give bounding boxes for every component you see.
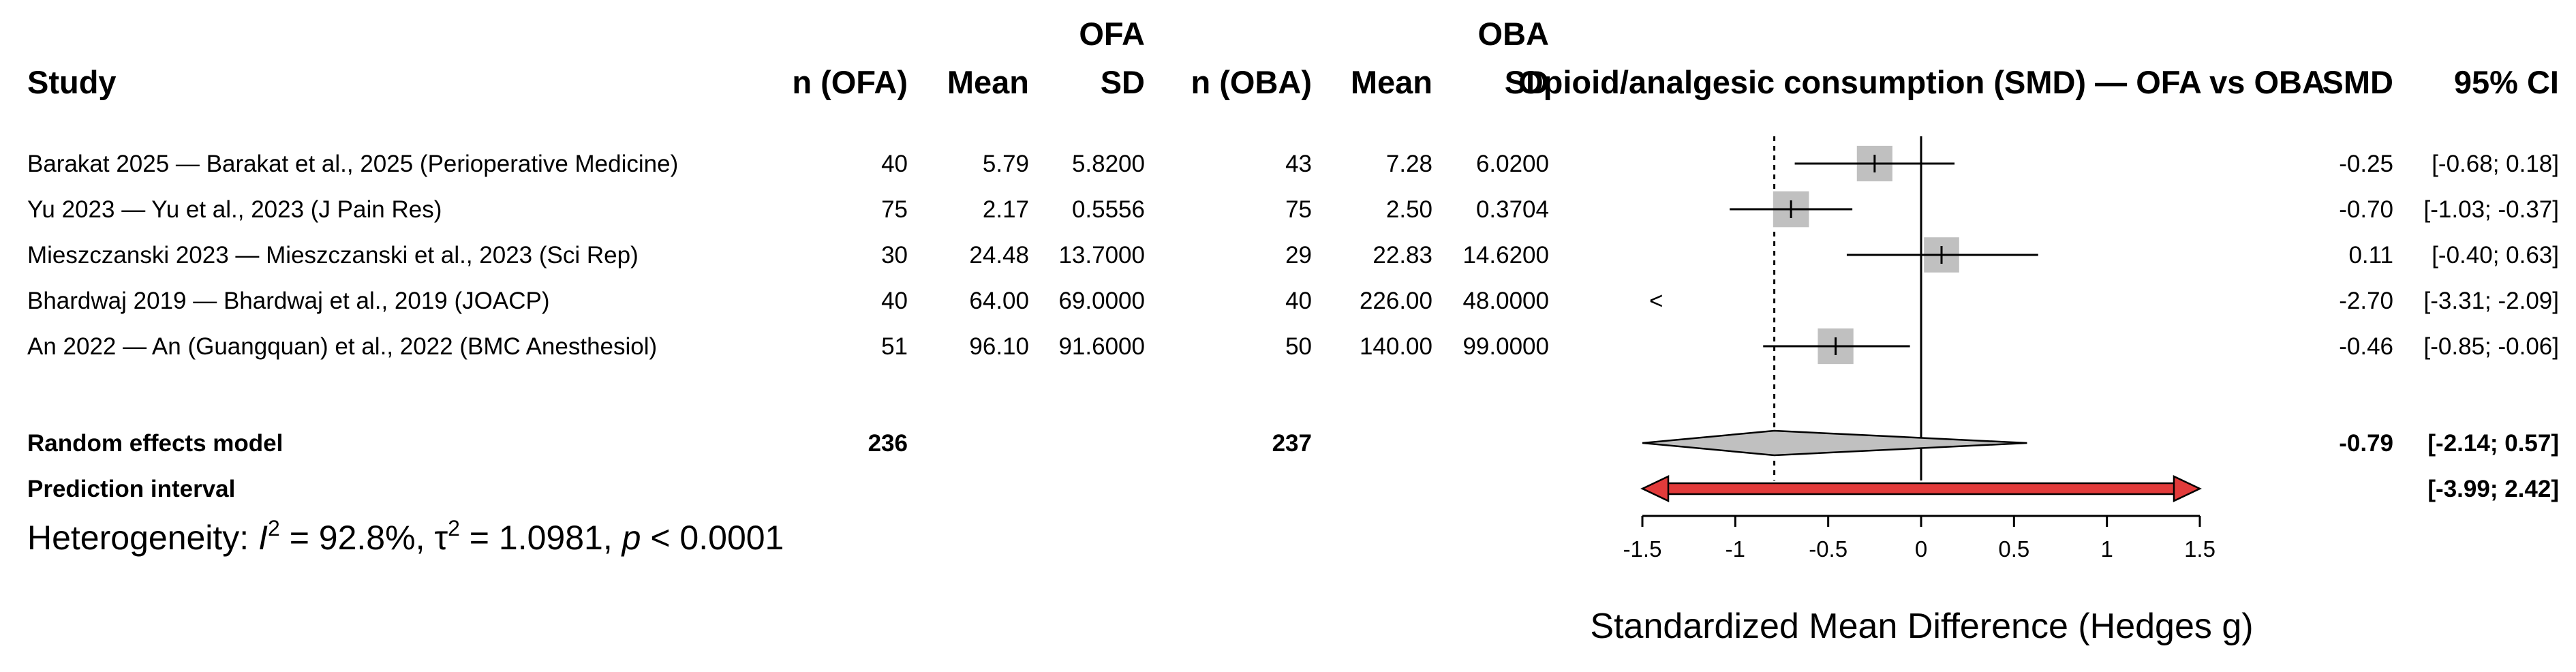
header-n-ofa: n (OFA) xyxy=(792,64,908,100)
forest-plot-area: < -1.5 -1 -0.5 0 0.5 1 1.5 xyxy=(1623,136,2215,562)
study-label: Yu 2023 — Yu et al., 2023 (J Pain Res) xyxy=(27,196,442,223)
study-n-ofa: 51 xyxy=(881,333,908,360)
study-sd-oba: 6.0200 xyxy=(1476,151,1549,177)
random-effects-ci: [-2.14; 0.57] xyxy=(2427,430,2559,457)
random-effects-diamond xyxy=(1642,429,2027,457)
header-sd-oba-line2: SD xyxy=(1505,64,1549,100)
x-tick-label: 0 xyxy=(1915,536,1927,562)
study-label: Mieszczanski 2023 — Mieszczanski et al.,… xyxy=(27,242,639,269)
header-study: Study xyxy=(27,64,117,100)
random-effects-n-oba: 237 xyxy=(1272,430,1312,457)
study-sd-ofa: 91.6000 xyxy=(1058,333,1145,360)
study-sd-ofa: 69.0000 xyxy=(1058,288,1145,314)
study-n-oba: 50 xyxy=(1285,333,1312,360)
column-headers: Study n (OFA) Mean OFA SD n (OBA) Mean O… xyxy=(27,16,2559,100)
header-sd-ofa-line2: SD xyxy=(1101,64,1145,100)
random-effects-smd: -0.79 xyxy=(2339,430,2393,457)
study-mean-oba: 140.00 xyxy=(1360,333,1432,360)
heterogeneity-i2: 92.8% xyxy=(319,519,416,557)
header-n-oba: n (OBA) xyxy=(1191,64,1312,100)
heterogeneity-prefix: Heterogeneity: xyxy=(27,519,258,557)
x-tick-label: -0.5 xyxy=(1809,536,1847,562)
plot-title: Opioid/analgesic consumption (SMD) — OFA… xyxy=(1518,64,2325,100)
study-ci: [-3.31; -2.09] xyxy=(2424,288,2559,314)
study-smd: 0.11 xyxy=(2348,242,2393,269)
header-mean-oba: Mean xyxy=(1351,64,1432,100)
study-mean-oba: 226.00 xyxy=(1360,288,1432,314)
study-ci: [-0.68; 0.18] xyxy=(2432,151,2559,177)
study-mean-oba: 2.50 xyxy=(1386,196,1432,223)
header-sd-oba-line1: OBA xyxy=(1478,16,1549,52)
study-sd-oba: 14.6200 xyxy=(1462,242,1549,269)
random-effects-n-ofa: 236 xyxy=(868,430,908,457)
study-mean-ofa: 64.00 xyxy=(969,288,1029,314)
study-mean-ofa: 24.48 xyxy=(969,242,1029,269)
study-label: Bhardwaj 2019 — Bhardwaj et al., 2019 (J… xyxy=(27,288,550,314)
study-ci: [-0.85; -0.06] xyxy=(2424,333,2559,360)
prediction-interval-bar xyxy=(1660,482,2182,495)
study-sd-oba: 99.0000 xyxy=(1462,333,1549,360)
x-tick-label: 1 xyxy=(2100,536,2113,562)
prediction-interval-ci: [-3.99; 2.42] xyxy=(2427,476,2559,502)
study-n-oba: 75 xyxy=(1285,196,1312,223)
study-label: Barakat 2025 — Barakat et al., 2025 (Per… xyxy=(27,151,678,177)
study-n-ofa: 30 xyxy=(881,242,908,269)
header-mean-ofa: Mean xyxy=(947,64,1029,100)
study-n-oba: 40 xyxy=(1285,288,1312,314)
study-mean-ofa: 2.17 xyxy=(983,196,1029,223)
header-ci: 95% CI xyxy=(2454,64,2559,100)
x-axis-label: Standardized Mean Difference (Hedges g) xyxy=(1590,607,2253,646)
study-smd: -0.70 xyxy=(2339,196,2393,223)
study-mean-oba: 22.83 xyxy=(1373,242,1432,269)
header-sd-ofa-line1: OFA xyxy=(1079,16,1145,52)
x-tick-label: -1 xyxy=(1726,536,1745,562)
study-sd-oba: 0.3704 xyxy=(1476,196,1549,223)
study-n-ofa: 40 xyxy=(881,288,908,314)
study-mean-ofa: 96.10 xyxy=(969,333,1029,360)
study-ci: [-0.40; 0.63] xyxy=(2432,242,2559,269)
study-mean-oba: 7.28 xyxy=(1386,151,1432,177)
study-n-oba: 29 xyxy=(1285,242,1312,269)
out-of-range-arrow-left: < xyxy=(1649,288,1663,314)
heterogeneity-p: < 0.0001 xyxy=(650,519,784,557)
prediction-interval-arrow-left xyxy=(1640,475,1670,502)
study-sd-ofa: 5.8200 xyxy=(1072,151,1145,177)
x-tick-label: -1.5 xyxy=(1623,536,1662,562)
heterogeneity-tau2: 1.0981 xyxy=(499,519,603,557)
pooled-rows: Random effects model 236 237 -0.79 [-2.1… xyxy=(27,430,2559,502)
header-smd: SMD xyxy=(2322,64,2393,100)
study-smd: -0.25 xyxy=(2339,151,2393,177)
heterogeneity-statement: Heterogeneity: I2 = 92.8%, τ2 = 1.0981, … xyxy=(27,516,784,557)
prediction-interval-label: Prediction interval xyxy=(27,476,235,502)
study-sd-ofa: 0.5556 xyxy=(1072,196,1145,223)
study-ci: [-1.03; -0.37] xyxy=(2424,196,2559,223)
random-effects-label: Random effects model xyxy=(27,430,283,457)
study-n-oba: 43 xyxy=(1285,151,1312,177)
study-smd: -2.70 xyxy=(2339,288,2393,314)
study-rows: Barakat 2025 — Barakat et al., 2025 (Per… xyxy=(27,151,2559,360)
study-sd-ofa: 13.7000 xyxy=(1058,242,1145,269)
study-sd-oba: 48.0000 xyxy=(1462,288,1549,314)
x-tick-label: 0.5 xyxy=(1998,536,2029,562)
study-smd: -0.46 xyxy=(2339,333,2393,360)
prediction-interval-arrow-right xyxy=(2173,475,2202,502)
study-label: An 2022 — An (Guangquan) et al., 2022 (B… xyxy=(27,333,657,360)
study-n-ofa: 40 xyxy=(881,151,908,177)
x-tick-label: 1.5 xyxy=(2184,536,2215,562)
study-mean-ofa: 5.79 xyxy=(983,151,1029,177)
study-n-ofa: 75 xyxy=(881,196,908,223)
